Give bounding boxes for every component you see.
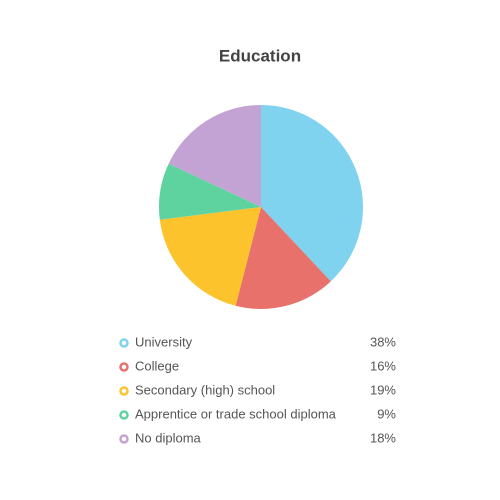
legend-label: No diploma — [135, 430, 202, 445]
legend-value: 16% — [370, 358, 396, 373]
legend-marker — [119, 338, 129, 348]
legend-marker — [119, 386, 129, 396]
legend-label: Secondary (high) school — [135, 382, 275, 397]
pie-slice — [159, 207, 261, 306]
legend-value: 18% — [370, 430, 396, 445]
legend-value: 9% — [377, 406, 396, 421]
legend-label: College — [135, 358, 179, 373]
chart-title: Education — [219, 46, 301, 65]
pie-slice — [261, 105, 363, 282]
legend-value: 19% — [370, 382, 396, 397]
pie-slice — [235, 207, 331, 309]
legend-value: 38% — [370, 334, 396, 349]
legend-marker — [119, 362, 129, 372]
legend-marker — [119, 434, 129, 444]
pie-slice — [159, 163, 261, 220]
legend-label: Apprentice or trade school diploma — [135, 406, 337, 421]
pie-slice — [168, 105, 261, 207]
legend-marker — [119, 410, 129, 420]
legend-label: University — [135, 334, 193, 349]
